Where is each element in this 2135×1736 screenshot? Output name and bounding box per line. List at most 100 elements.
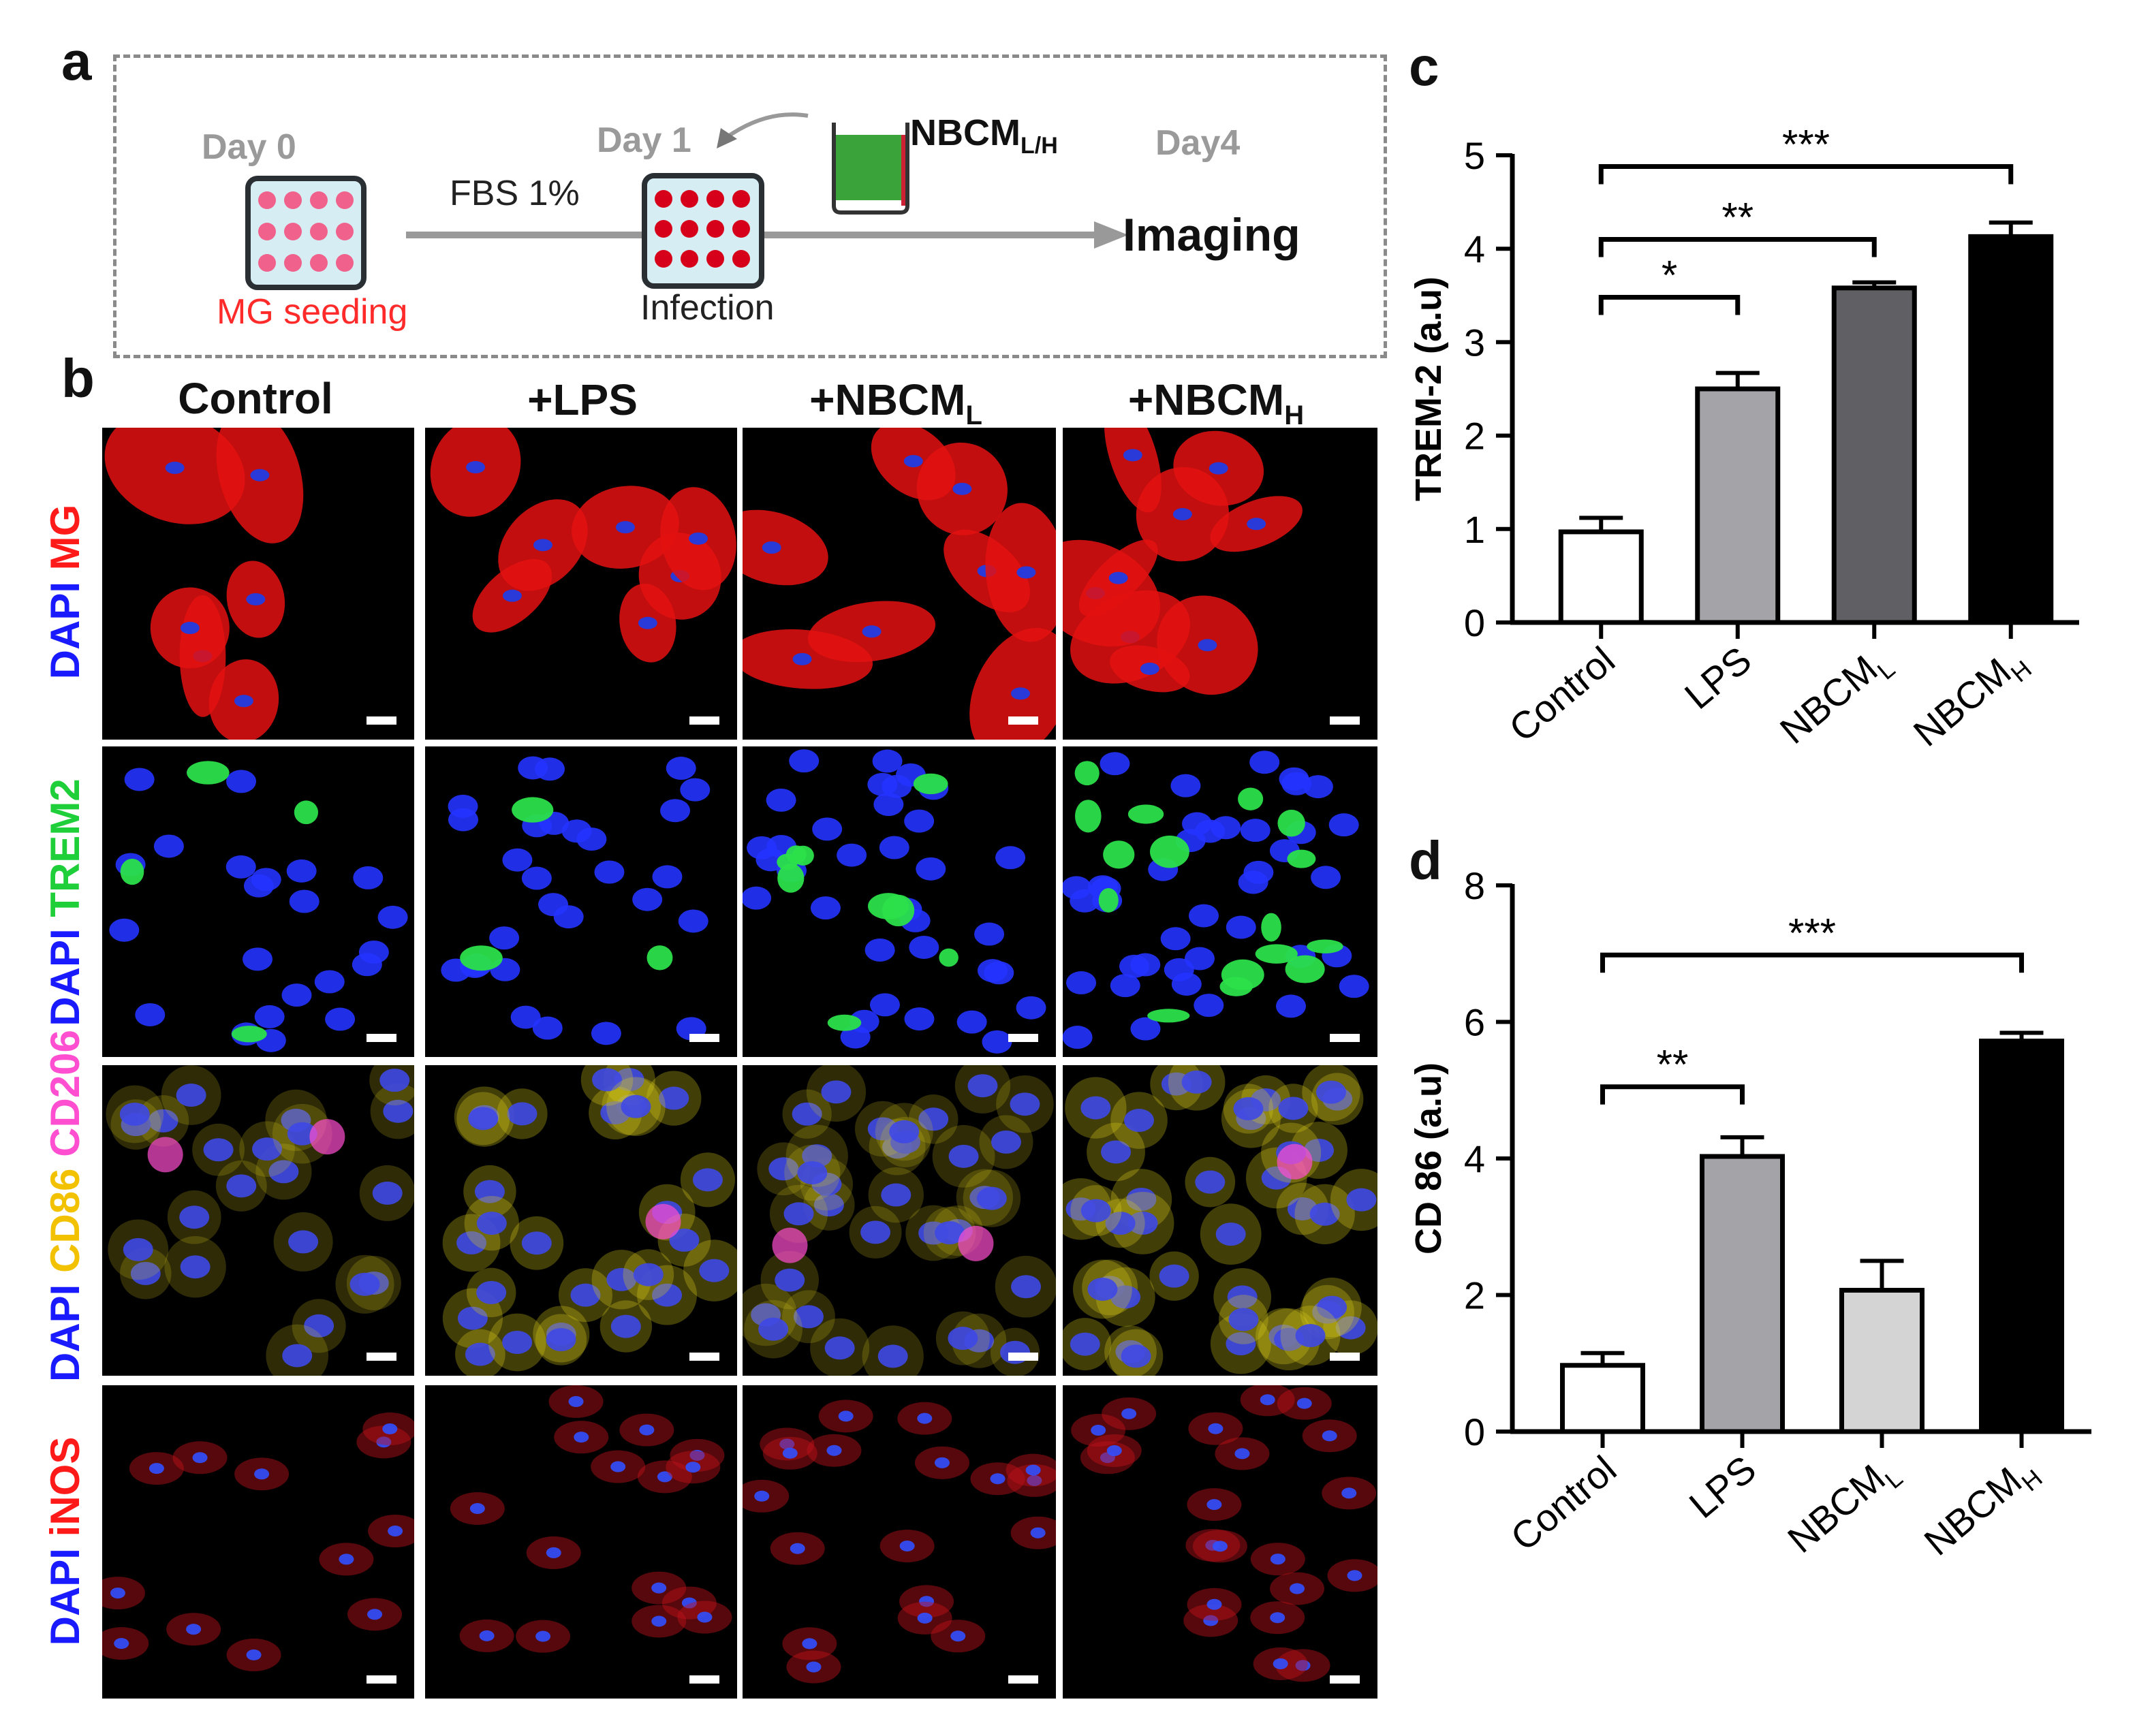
nucleus bbox=[1317, 1295, 1347, 1319]
micrograph-image bbox=[450, 1385, 732, 1684]
nucleus bbox=[1227, 1285, 1258, 1309]
nucleus bbox=[918, 1107, 949, 1131]
marker-signal bbox=[1255, 944, 1298, 964]
plate-well-dot bbox=[655, 250, 672, 268]
micrograph-image bbox=[104, 428, 396, 740]
nucleus bbox=[1140, 662, 1159, 675]
nucleus bbox=[950, 1630, 966, 1642]
marker-signal bbox=[309, 1119, 345, 1155]
nucleus bbox=[1303, 775, 1333, 799]
nucleus bbox=[246, 1649, 262, 1660]
nucleus bbox=[775, 1268, 805, 1292]
plate-well-dot bbox=[310, 254, 328, 272]
plate-well-dot bbox=[258, 191, 276, 209]
nucleus bbox=[367, 1609, 383, 1620]
fbs-label: FBS 1% bbox=[450, 174, 580, 213]
nucleus bbox=[1346, 1188, 1377, 1212]
scale-bar bbox=[689, 1353, 719, 1361]
marker-signal bbox=[147, 1137, 183, 1173]
nucleus bbox=[862, 625, 882, 638]
significance-marker: * bbox=[1662, 253, 1677, 298]
nucleus bbox=[1080, 1199, 1111, 1222]
nucleus bbox=[1328, 813, 1359, 837]
micrograph-tile bbox=[425, 746, 737, 1057]
marker-signal bbox=[1074, 761, 1100, 786]
nucleus bbox=[1311, 866, 1341, 889]
beaker-icon bbox=[832, 123, 909, 215]
nucleus bbox=[1091, 1425, 1106, 1436]
micrograph-tile bbox=[743, 428, 1056, 740]
nucleus bbox=[995, 846, 1026, 870]
micrograph-image bbox=[106, 1065, 414, 1376]
scale-bar bbox=[1330, 716, 1360, 725]
micrograph-image bbox=[743, 428, 1056, 740]
marker-signal bbox=[187, 761, 230, 785]
nucleus bbox=[802, 1638, 817, 1650]
nucleus bbox=[1080, 1096, 1111, 1120]
nucleus bbox=[762, 541, 781, 554]
nucleus bbox=[226, 770, 257, 793]
nucleus bbox=[638, 616, 657, 629]
nucleus bbox=[1063, 1026, 1093, 1050]
micrograph-tile bbox=[102, 428, 414, 740]
column-header-lps: +LPS bbox=[527, 375, 638, 424]
marker-signal bbox=[645, 1203, 681, 1240]
column-header-nbcm-h: +NBCMH bbox=[1127, 375, 1305, 430]
nucleus bbox=[1206, 1598, 1222, 1610]
nucleus bbox=[179, 1205, 210, 1229]
nucleus bbox=[243, 874, 274, 898]
nucleus bbox=[793, 1305, 824, 1329]
nucleus bbox=[692, 1168, 723, 1192]
nucleus bbox=[225, 855, 256, 879]
y-tick-label: 4 bbox=[1464, 1137, 1485, 1180]
y-tick-label: 0 bbox=[1464, 1410, 1485, 1453]
nucleus bbox=[1295, 1324, 1326, 1348]
plate-well-dot bbox=[732, 190, 750, 208]
nucleus bbox=[685, 1462, 701, 1473]
nucleus bbox=[639, 1424, 655, 1436]
nucleus bbox=[779, 1438, 795, 1450]
nucleus bbox=[456, 1231, 487, 1254]
nucleus bbox=[148, 1109, 178, 1133]
nucleus bbox=[1170, 774, 1201, 798]
nucleus bbox=[466, 461, 486, 474]
x-tick-label: Control bbox=[1502, 1447, 1624, 1559]
nucleus bbox=[1341, 1487, 1357, 1499]
scale-bar bbox=[689, 716, 719, 725]
scale-bar bbox=[367, 716, 396, 725]
plate-well-dot bbox=[284, 191, 302, 209]
nucleus bbox=[632, 887, 663, 911]
scale-bar bbox=[367, 1034, 396, 1042]
x-tick-label: Control bbox=[1501, 638, 1623, 750]
nucleus bbox=[1188, 904, 1219, 928]
marker-signal bbox=[512, 797, 554, 823]
marker-signal bbox=[958, 1225, 994, 1261]
nucleus bbox=[792, 1102, 822, 1126]
micrograph-image bbox=[1071, 1385, 1377, 1684]
nucleus bbox=[621, 1094, 651, 1118]
nucleus bbox=[783, 1202, 814, 1226]
scale-bar bbox=[367, 1675, 396, 1684]
scale-bar bbox=[1330, 1353, 1360, 1361]
nucleus bbox=[533, 539, 552, 552]
nucleus bbox=[476, 1212, 507, 1235]
nucleus bbox=[135, 1003, 166, 1026]
schematic-drawing bbox=[245, 112, 1128, 290]
x-tick-label: LPS bbox=[1677, 638, 1760, 717]
bar bbox=[1831, 285, 1917, 625]
bar bbox=[1979, 1039, 2064, 1434]
nucleus bbox=[1194, 994, 1224, 1017]
plate-well-dot bbox=[336, 191, 354, 209]
marker-signal bbox=[646, 945, 673, 970]
x-tick-label: NBCMH bbox=[1905, 638, 2037, 760]
nucleus bbox=[1270, 1553, 1285, 1565]
nucleus bbox=[1127, 1211, 1158, 1235]
nucleus bbox=[1016, 566, 1036, 579]
micrograph-image bbox=[1063, 428, 1360, 725]
nucleus bbox=[917, 1413, 933, 1424]
day0-label: Day 0 bbox=[202, 127, 296, 167]
nucleus bbox=[1270, 1612, 1285, 1624]
nucleus bbox=[1206, 1499, 1222, 1511]
y-tick-label: 4 bbox=[1464, 227, 1485, 270]
